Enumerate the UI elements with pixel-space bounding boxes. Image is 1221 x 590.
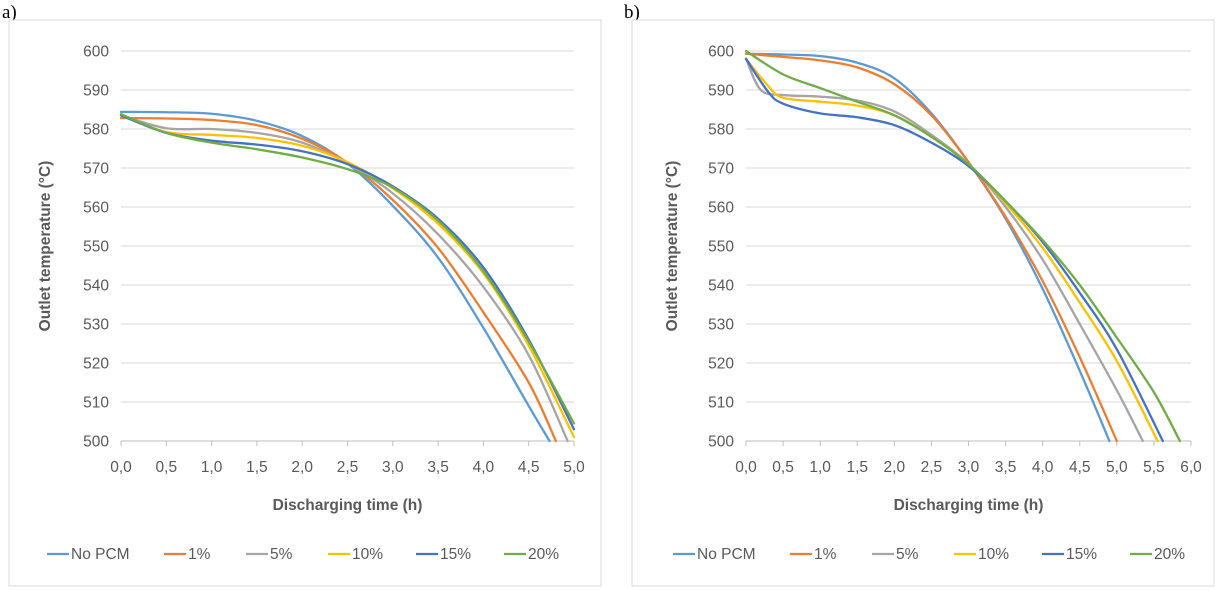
- y-tick-label: 520: [83, 356, 109, 373]
- y-tick-label: 560: [708, 200, 734, 217]
- y-tick-label: 550: [708, 239, 734, 256]
- y-tick-label: 540: [83, 278, 109, 295]
- x-tick-label: 6,0: [1180, 459, 1202, 476]
- legend-label: 20%: [1154, 546, 1185, 563]
- legend-label: 10%: [352, 546, 383, 563]
- series-line-no-pcm: [119, 110, 551, 443]
- x-tick-label: 5,0: [1106, 459, 1128, 476]
- y-tick-label: 570: [708, 161, 734, 178]
- series-line-5-: [744, 57, 1144, 443]
- legend-label: 15%: [1066, 546, 1097, 563]
- x-tick-label: 0,5: [156, 459, 178, 476]
- legend-label: No PCM: [71, 546, 130, 563]
- x-tick-label: 3,0: [382, 459, 404, 476]
- x-tick-label: 1,0: [201, 459, 223, 476]
- y-tick-label: 510: [708, 395, 734, 412]
- x-tick-label: 4,0: [1032, 459, 1054, 476]
- y-tick-label: 580: [708, 122, 734, 139]
- legend-label: 5%: [896, 546, 919, 563]
- panel-label-a: a): [2, 2, 17, 23]
- y-tick-label: 530: [708, 317, 734, 334]
- y-tick-label: 600: [708, 44, 734, 61]
- y-tick-label: 600: [83, 44, 109, 61]
- x-tick-label: 4,5: [1069, 459, 1091, 476]
- series-line-20-: [744, 49, 1182, 443]
- chart-panel-a: 500 510 520 530 540 550 560 570 580 590 600 0,0 0,5 1…: [8, 19, 602, 587]
- x-tick-label: 1,5: [846, 459, 868, 476]
- series-line-1-: [744, 52, 1118, 443]
- series-line-20-: [119, 113, 576, 425]
- y-tick-label: 520: [708, 356, 734, 373]
- legend-label: No PCM: [697, 546, 756, 563]
- y-tick-label: 500: [708, 434, 734, 451]
- y-tick-label: 550: [83, 239, 109, 256]
- x-tick-label: 3,5: [995, 459, 1017, 476]
- x-axis-title: Discharging time (h): [273, 497, 423, 514]
- x-tick-label: 4,5: [518, 459, 540, 476]
- y-tick-label: 570: [83, 161, 109, 178]
- x-tick-label: 3,0: [958, 459, 980, 476]
- x-tick-label: 4,0: [473, 459, 495, 476]
- legend-label: 5%: [270, 546, 293, 563]
- x-tick-label: 1,0: [809, 459, 831, 476]
- x-tick-label: 5,5: [1143, 459, 1165, 476]
- y-axis-title: Outlet temperature (°C): [37, 161, 54, 332]
- x-tick-label: 2,0: [291, 459, 313, 476]
- y-tick-label: 590: [708, 83, 734, 100]
- y-tick-label: 510: [83, 395, 109, 412]
- y-tick-label: 590: [83, 83, 109, 100]
- panel-label-b: b): [624, 2, 640, 23]
- series-line-15-: [744, 57, 1164, 443]
- x-tick-label: 2,0: [884, 459, 906, 476]
- legend-label: 1%: [814, 546, 837, 563]
- y-tick-label: 580: [83, 122, 109, 139]
- x-tick-label: 5,0: [563, 459, 585, 476]
- y-tick-label: 540: [708, 278, 734, 295]
- x-tick-label: 0,5: [772, 459, 794, 476]
- y-tick-label: 530: [83, 317, 109, 334]
- y-tick-label: 500: [83, 434, 109, 451]
- chart-panel-b: 500 510 520 530 540 550 560 570 580 590 600 0,0 0,5 1…: [631, 19, 1215, 587]
- x-axis-title: Discharging time (h): [894, 497, 1044, 514]
- legend-label: 1%: [188, 546, 211, 563]
- x-tick-label: 2,5: [337, 459, 359, 476]
- x-tick-label: 2,5: [921, 459, 943, 476]
- legend-label: 20%: [528, 546, 559, 563]
- x-tick-label: 0,0: [735, 459, 757, 476]
- legend-label: 10%: [978, 546, 1009, 563]
- x-tick-label: 3,5: [427, 459, 449, 476]
- series-line-15-: [119, 114, 576, 431]
- x-tick-label: 0,0: [110, 459, 132, 476]
- chart-frame: [631, 19, 1215, 587]
- y-axis-title: Outlet temperature (°C): [664, 161, 681, 332]
- y-tick-label: 560: [83, 200, 109, 217]
- legend-label: 15%: [440, 546, 471, 563]
- x-tick-label: 1,5: [246, 459, 268, 476]
